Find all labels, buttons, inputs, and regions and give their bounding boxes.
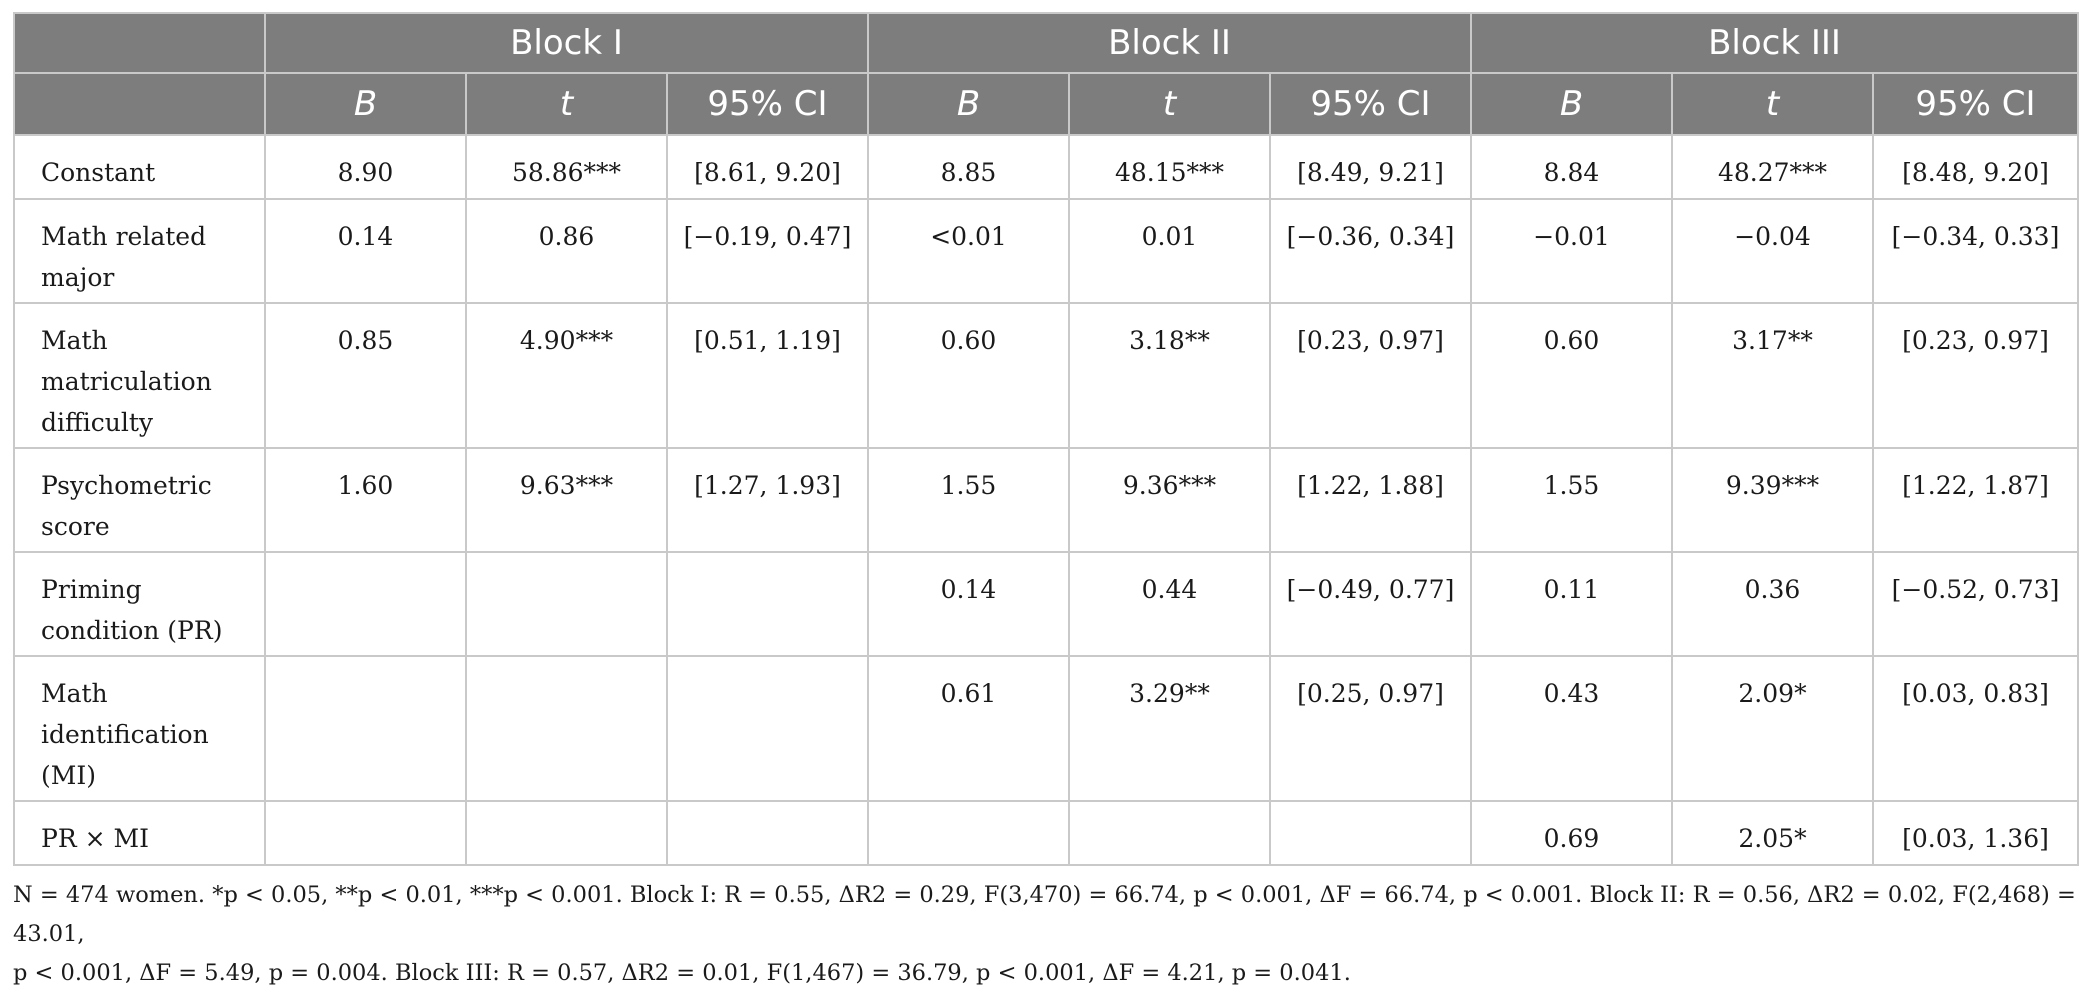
block-header: Block III: [1470, 12, 2079, 74]
table-cell: [0.03, 1.36]: [1872, 800, 2079, 866]
table-cell: 2.05*: [1671, 800, 1874, 866]
table-cell: [8.48, 9.20]: [1872, 134, 2079, 200]
block-header-row: Block I Block II Block III: [13, 12, 2079, 74]
table-cell: [−0.52, 0.73]: [1872, 551, 2079, 657]
table-cell: 0.14: [264, 198, 467, 304]
table-cell: [465, 800, 668, 866]
table-cell: [−0.49, 0.77]: [1269, 551, 1472, 657]
column-header: 95% CI: [1269, 72, 1472, 136]
table-cell: [1.22, 1.88]: [1269, 447, 1472, 553]
column-header-row: B t 95% CI B t 95% CI B t 95% CI: [13, 72, 2079, 136]
row-label: PR × MI: [13, 800, 266, 866]
block-header: Block II: [867, 12, 1472, 74]
table-cell: 0.44: [1068, 551, 1271, 657]
table-cell: [0.03, 0.83]: [1872, 655, 2079, 802]
table-row: Math related major 0.14 0.86 [−0.19, 0.4…: [13, 198, 2079, 304]
table-cell: [1068, 800, 1271, 866]
table-cell: [264, 551, 467, 657]
table-row: PR × MI 0.69 2.05* [0.03, 1.36]: [13, 800, 2079, 866]
table-cell: 3.18**: [1068, 302, 1271, 449]
table-cell: [0.23, 0.97]: [1872, 302, 2079, 449]
table-cell: 0.85: [264, 302, 467, 449]
table-cell: 9.36***: [1068, 447, 1271, 553]
table-cell: 3.17**: [1671, 302, 1874, 449]
table-cell: [264, 655, 467, 802]
table-row: Constant 8.90 58.86*** [8.61, 9.20] 8.85…: [13, 134, 2079, 200]
table-cell: 0.86: [465, 198, 668, 304]
table-cell: [666, 551, 869, 657]
column-header: 95% CI: [666, 72, 869, 136]
table-cell: [867, 800, 1070, 866]
column-header: 95% CI: [1872, 72, 2079, 136]
table-cell: 48.27***: [1671, 134, 1874, 200]
table-cell: [1.22, 1.87]: [1872, 447, 2079, 553]
table-row: Psychometric score 1.60 9.63*** [1.27, 1…: [13, 447, 2079, 553]
regression-table-container: Block I Block II Block III B t 95% CI B …: [13, 12, 2079, 866]
table-cell: 3.29**: [1068, 655, 1271, 802]
table-cell: 0.60: [1470, 302, 1673, 449]
table-row: Math identification (MI) 0.61 3.29** [0.…: [13, 655, 2079, 802]
table-cell: 9.63***: [465, 447, 668, 553]
footnote-line: p < 0.001, ΔF = 5.49, p = 0.004. Block I…: [13, 960, 1351, 986]
table-cell: 4.90***: [465, 302, 668, 449]
table-cell: 0.01: [1068, 198, 1271, 304]
table-cell: [8.61, 9.20]: [666, 134, 869, 200]
table-cell: [−0.34, 0.33]: [1872, 198, 2079, 304]
table-cell: 48.15***: [1068, 134, 1271, 200]
table-cell: [465, 655, 668, 802]
table-cell: 58.86***: [465, 134, 668, 200]
row-label: Math related major: [13, 198, 266, 304]
table-cell: 8.90: [264, 134, 467, 200]
table-cell: 1.55: [867, 447, 1070, 553]
column-header: B: [264, 72, 467, 136]
table-cell: 1.60: [264, 447, 467, 553]
table-cell: 0.11: [1470, 551, 1673, 657]
table-cell: 0.60: [867, 302, 1070, 449]
table-row: Priming condition (PR) 0.14 0.44 [−0.49,…: [13, 551, 2079, 657]
table-cell: [0.23, 0.97]: [1269, 302, 1472, 449]
row-label: Psychometric score: [13, 447, 266, 553]
table-cell: [1.27, 1.93]: [666, 447, 869, 553]
table-cell: <0.01: [867, 198, 1070, 304]
table-cell: [0.25, 0.97]: [1269, 655, 1472, 802]
column-header: t: [465, 72, 668, 136]
table-cell: 0.43: [1470, 655, 1673, 802]
column-header: t: [1671, 72, 1874, 136]
table-cell: 8.85: [867, 134, 1070, 200]
column-header: t: [1068, 72, 1271, 136]
table-cell: 0.14: [867, 551, 1070, 657]
column-header: B: [1470, 72, 1673, 136]
table-cell: [0.51, 1.19]: [666, 302, 869, 449]
block-header: Block I: [264, 12, 869, 74]
table-cell: [−0.19, 0.47]: [666, 198, 869, 304]
row-label: Math matriculation difficulty: [13, 302, 266, 449]
row-label: Constant: [13, 134, 266, 200]
table-cell: [1269, 800, 1472, 866]
corner-cell: [13, 12, 266, 74]
row-label: Priming condition (PR): [13, 551, 266, 657]
regression-table: Block I Block II Block III B t 95% CI B …: [13, 12, 2079, 866]
table-cell: [264, 800, 467, 866]
table-cell: [465, 551, 668, 657]
corner-cell: [13, 72, 266, 136]
table-cell: 0.36: [1671, 551, 1874, 657]
table-cell: 0.61: [867, 655, 1070, 802]
table-cell: 2.09*: [1671, 655, 1874, 802]
table-cell: −0.04: [1671, 198, 1874, 304]
table-cell: [666, 800, 869, 866]
table-cell: [666, 655, 869, 802]
column-header: B: [867, 72, 1070, 136]
table-row: Math matriculation difficulty 0.85 4.90*…: [13, 302, 2079, 449]
table-cell: −0.01: [1470, 198, 1673, 304]
table-cell: 9.39***: [1671, 447, 1874, 553]
table-footnote: N = 474 women. *p < 0.05, **p < 0.01, **…: [13, 876, 2077, 993]
table-cell: 8.84: [1470, 134, 1673, 200]
row-label: Math identification (MI): [13, 655, 266, 802]
footnote-line: N = 474 women. *p < 0.05, **p < 0.01, **…: [13, 882, 2076, 947]
table-cell: [8.49, 9.21]: [1269, 134, 1472, 200]
table-cell: 0.69: [1470, 800, 1673, 866]
table-cell: 1.55: [1470, 447, 1673, 553]
table-cell: [−0.36, 0.34]: [1269, 198, 1472, 304]
